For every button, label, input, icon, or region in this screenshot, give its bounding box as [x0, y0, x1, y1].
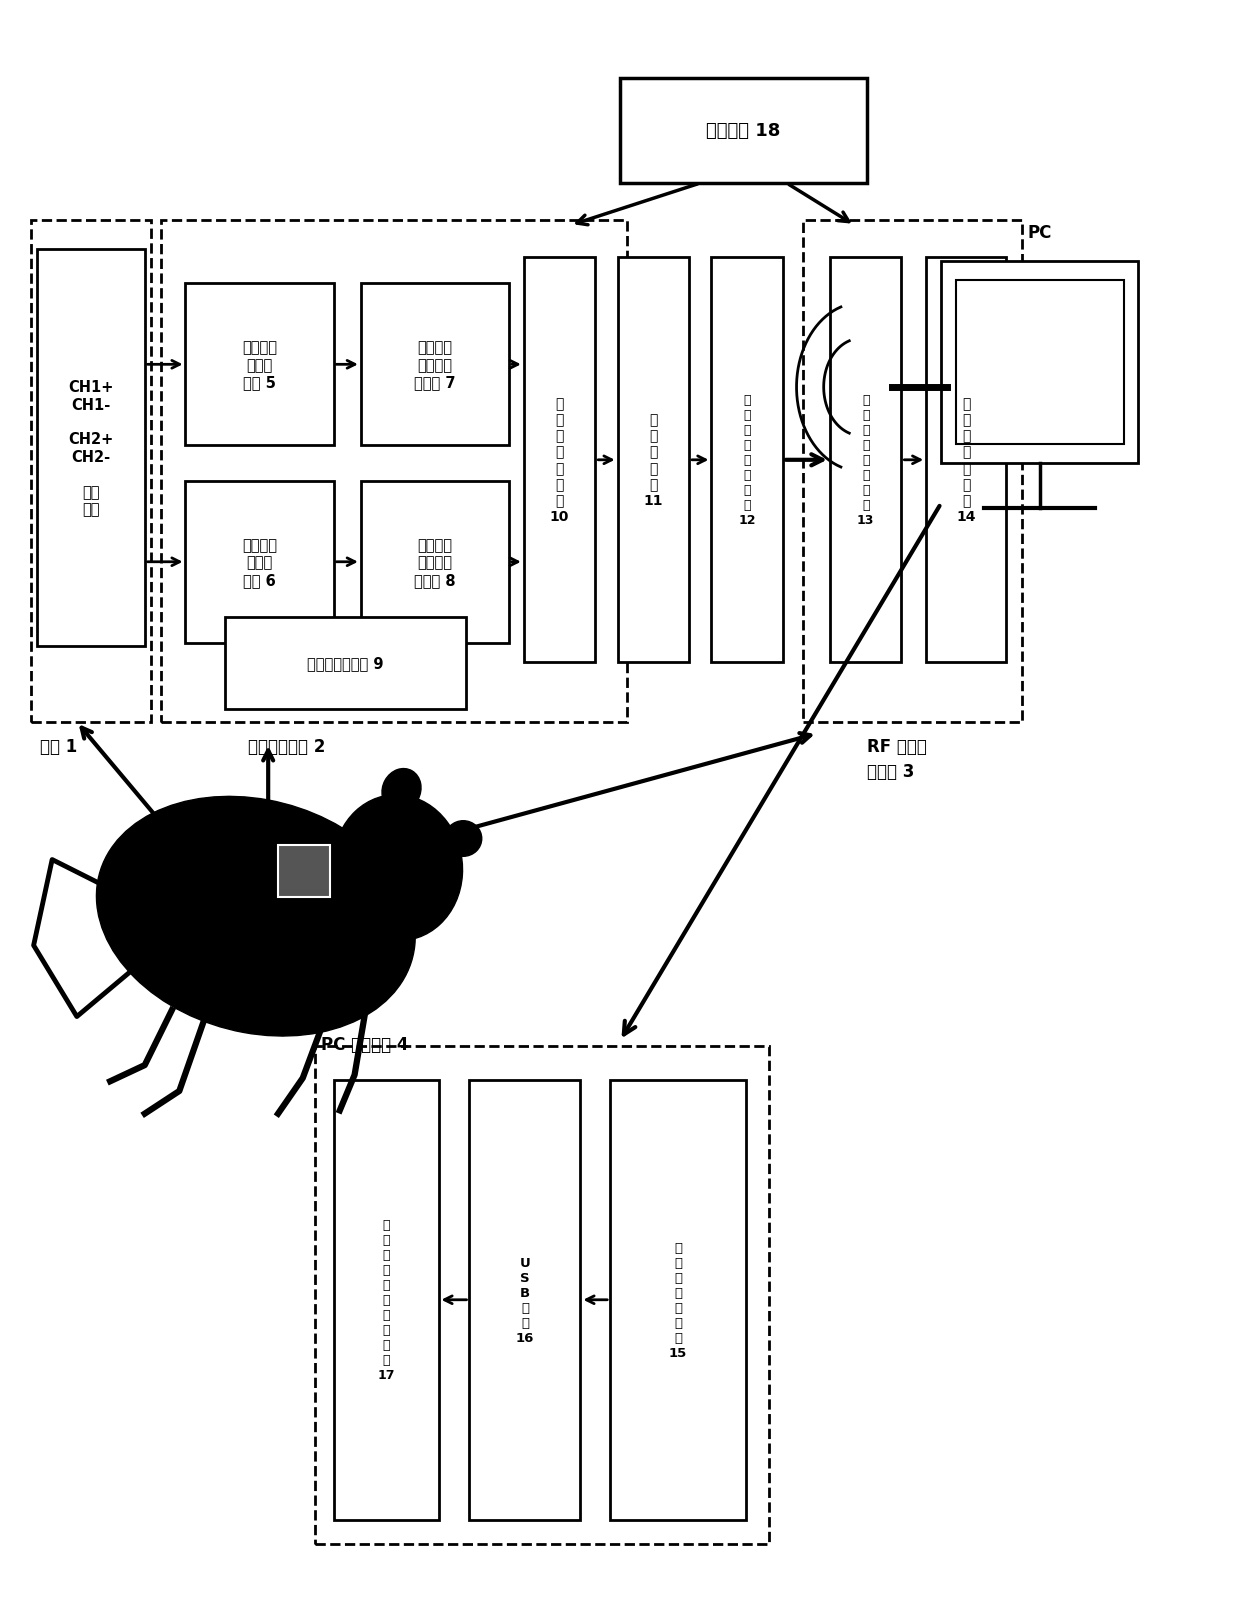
FancyBboxPatch shape [941, 261, 1138, 464]
FancyBboxPatch shape [830, 258, 901, 662]
Text: 第
一
同
步
串
行
接
口
12: 第 一 同 步 串 行 接 口 12 [738, 394, 756, 527]
FancyBboxPatch shape [224, 617, 466, 709]
FancyBboxPatch shape [470, 1079, 580, 1521]
FancyBboxPatch shape [361, 482, 508, 643]
Text: PC: PC [1028, 224, 1052, 242]
Ellipse shape [382, 769, 422, 812]
Text: 第二前置
放大子
模块 6: 第二前置 放大子 模块 6 [242, 537, 277, 588]
Text: 第一主级
放大滤波
子模块 7: 第一主级 放大滤波 子模块 7 [414, 341, 455, 390]
Ellipse shape [445, 821, 482, 857]
FancyBboxPatch shape [186, 284, 334, 446]
Text: 输模块 3: 输模块 3 [867, 763, 914, 781]
Text: 无
线
射
频
接
收
器
15: 无 线 射 频 接 收 器 15 [668, 1242, 687, 1358]
FancyBboxPatch shape [802, 221, 1023, 722]
Text: 第
二
同
步
串
行
接
口
13: 第 二 同 步 串 行 接 口 13 [857, 394, 874, 527]
FancyBboxPatch shape [956, 281, 1123, 445]
FancyBboxPatch shape [315, 1047, 769, 1543]
FancyBboxPatch shape [926, 258, 1007, 662]
Text: 脑电采集模块 2: 脑电采集模块 2 [248, 738, 325, 756]
Ellipse shape [97, 797, 415, 1037]
FancyBboxPatch shape [523, 258, 595, 662]
Text: PC 接收模块 4: PC 接收模块 4 [321, 1035, 409, 1053]
Text: 模
数
转
换
子
模
块
10: 模 数 转 换 子 模 块 10 [549, 398, 569, 524]
Text: 电平调整子模块 9: 电平调整子模块 9 [308, 656, 383, 670]
FancyBboxPatch shape [161, 221, 627, 722]
FancyBboxPatch shape [610, 1079, 746, 1521]
Text: RF 无线传: RF 无线传 [867, 738, 926, 756]
Text: 无
线
射
频
发
送
器
14: 无 线 射 频 发 送 器 14 [956, 398, 976, 524]
FancyBboxPatch shape [361, 284, 508, 446]
Text: 脑
电
波
读
取
分
析
子
模
块
17: 脑 电 波 读 取 分 析 子 模 块 17 [377, 1219, 394, 1381]
FancyBboxPatch shape [278, 846, 330, 898]
FancyBboxPatch shape [186, 482, 334, 643]
Text: CH1+
CH1-

CH2+
CH2-

参考
电极: CH1+ CH1- CH2+ CH2- 参考 电极 [68, 380, 114, 516]
Text: U
S
B
接
口
16: U S B 接 口 16 [516, 1256, 534, 1344]
FancyBboxPatch shape [37, 250, 145, 646]
FancyBboxPatch shape [31, 221, 151, 722]
Text: 第一前置
放大子
模块 5: 第一前置 放大子 模块 5 [242, 341, 277, 390]
Text: 中
央
处
理
器
11: 中 央 处 理 器 11 [644, 412, 663, 508]
FancyBboxPatch shape [620, 80, 867, 183]
FancyBboxPatch shape [618, 258, 689, 662]
Text: 第二主级
放大滤波
子模块 8: 第二主级 放大滤波 子模块 8 [414, 537, 455, 588]
Text: 电源模块 18: 电源模块 18 [707, 122, 781, 140]
Ellipse shape [334, 795, 463, 941]
FancyBboxPatch shape [334, 1079, 439, 1521]
FancyBboxPatch shape [712, 258, 782, 662]
Text: 电极 1: 电极 1 [40, 738, 77, 756]
